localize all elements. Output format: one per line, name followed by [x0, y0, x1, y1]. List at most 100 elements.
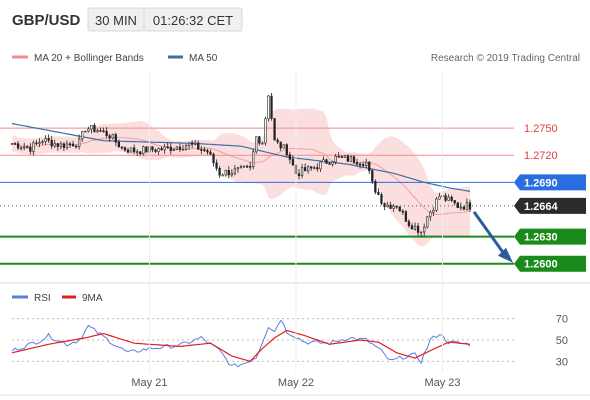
candle: [435, 197, 438, 213]
candle-body: [264, 118, 267, 144]
candle-body: [465, 202, 469, 210]
candle-body: [423, 226, 426, 233]
candle: [96, 128, 99, 133]
rsi-tick-70: 70: [556, 314, 568, 326]
candle: [349, 155, 353, 162]
candle-body: [23, 146, 26, 149]
candle: [273, 118, 276, 141]
candle: [255, 136, 258, 154]
level-label-1.2720: 1.2720: [524, 150, 558, 162]
candle: [136, 149, 139, 156]
bollinger-bands: [11, 108, 471, 247]
candle-body: [242, 165, 246, 168]
candle-body: [285, 144, 288, 155]
candle-body: [297, 173, 301, 177]
candle-body: [84, 130, 87, 133]
candle: [297, 169, 301, 180]
candle: [117, 139, 121, 148]
candle: [132, 144, 136, 154]
candle-body: [346, 155, 350, 162]
candle: [126, 147, 130, 154]
candle: [239, 164, 243, 169]
candle: [111, 133, 114, 140]
candle-body: [93, 124, 96, 133]
time-label: 01:26:32 CET: [153, 13, 233, 28]
candle-body: [270, 95, 273, 119]
candle: [383, 202, 386, 211]
candle: [423, 223, 426, 237]
candle: [230, 169, 233, 177]
candle-body: [389, 204, 392, 209]
candle-body: [62, 143, 66, 148]
candle-body: [191, 142, 194, 145]
candle-body: [108, 135, 111, 139]
candle: [264, 116, 267, 146]
x-tick-label: May 21: [131, 377, 167, 389]
candle-body: [53, 143, 56, 147]
candle: [407, 219, 411, 228]
ma50-line: [11, 122, 471, 192]
timeframe-label[interactable]: 30 MIN: [95, 13, 137, 28]
candle-body: [374, 181, 377, 193]
candle: [68, 141, 72, 148]
candle-body: [136, 151, 139, 154]
candle: [334, 153, 337, 165]
moving-averages: [11, 122, 471, 192]
candle-body: [218, 168, 221, 176]
candle: [374, 179, 377, 195]
candle-body: [105, 130, 108, 137]
candle: [56, 143, 59, 151]
candle-body: [340, 156, 343, 158]
candle: [224, 169, 227, 177]
candle: [340, 155, 343, 158]
candle: [102, 127, 105, 133]
candle: [227, 166, 230, 179]
candle: [358, 161, 362, 169]
candle-body: [416, 225, 420, 233]
candle-body: [78, 138, 81, 147]
candle: [420, 231, 423, 237]
candle: [453, 200, 456, 206]
level-label-1.2690: 1.2690: [524, 177, 558, 189]
candle-body: [319, 161, 322, 170]
candle: [206, 148, 209, 155]
candle: [258, 135, 261, 146]
level-label-1.2630: 1.2630: [524, 232, 558, 244]
candle: [23, 142, 26, 151]
forecast-arrow-shaft: [472, 210, 506, 255]
candle: [16, 140, 20, 151]
price-levels: [0, 127, 514, 265]
candle: [41, 139, 44, 145]
candle: [209, 149, 212, 155]
candle: [200, 146, 203, 155]
candle-body: [206, 150, 209, 153]
candle: [276, 137, 279, 145]
candle-body: [117, 141, 121, 148]
candle-body: [154, 149, 157, 152]
candle-body: [29, 146, 32, 152]
candle: [108, 133, 111, 142]
candle: [242, 165, 246, 168]
candle-body: [316, 167, 319, 170]
candle-body: [432, 209, 435, 213]
candle-body: [47, 138, 50, 141]
level-tag-1.2630: [514, 228, 586, 245]
price-legend: MA 20 + Bollinger Bands MA 50 Research ©…: [12, 53, 580, 64]
candle: [87, 126, 90, 133]
candle-body: [236, 167, 240, 170]
candle-body: [178, 146, 182, 150]
level-tag-1.2664: [514, 197, 586, 214]
candle-body: [41, 141, 44, 143]
candle-body: [355, 162, 359, 165]
candle-body: [194, 142, 197, 145]
level-label-1.2600: 1.2600: [524, 259, 558, 271]
candle-body: [453, 200, 456, 204]
price-level-labels: 1.2750 1.2720 1.2690 1.2664 1.2630 1.2600: [514, 123, 586, 272]
candle: [233, 164, 237, 176]
candle: [44, 135, 47, 146]
x-tick-label: May 22: [278, 377, 314, 389]
candle-body: [288, 154, 291, 160]
candle: [145, 146, 148, 153]
candle-body: [160, 148, 163, 151]
candle: [90, 124, 93, 134]
